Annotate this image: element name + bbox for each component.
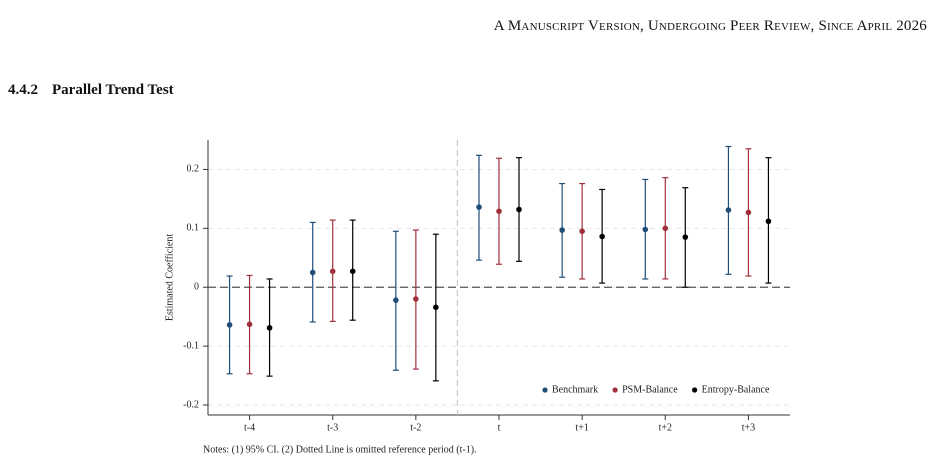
point [433,304,439,311]
legend-marker [612,387,618,393]
point [642,226,649,233]
point [349,268,356,275]
point [496,208,502,215]
legend-label: PSM-Balance [622,384,678,395]
legend-label: Benchmark [552,384,598,395]
point [682,234,689,240]
point [662,225,669,232]
point [579,228,585,235]
point [226,322,233,328]
y-axis-label: Estimated Coefficient [164,234,175,322]
y-tick-label: 0.2 [187,164,200,175]
x-tick-label: t+3 [742,422,755,433]
section-title: Parallel Trend Test [52,82,174,98]
running-head: A Manuscript Version, Undergoing Peer Re… [493,18,927,34]
point [725,207,732,213]
point [559,227,565,233]
x-tick-label: t-2 [410,422,421,433]
legend-marker [692,387,698,393]
y-tick-label: -0.2 [183,399,199,410]
legend-marker [542,387,548,393]
section-number: 4.4.2 [8,82,38,98]
y-tick-label: -0.1 [183,340,199,351]
x-tick-label: t+2 [659,422,672,433]
section-heading: 4.4.2 Parallel Trend Test [8,82,174,99]
legend-label: Entropy-Balance [702,384,770,395]
point [476,204,482,210]
y-tick-label: 0.1 [187,223,200,234]
point [516,206,522,213]
point [599,233,605,240]
y-tick-label: 0 [194,282,199,293]
point [246,321,253,328]
point [393,297,399,303]
x-tick-label: t-4 [244,422,255,433]
chart-note: Notes: (1) 95% CI. (2) Dotted Line is om… [203,444,477,455]
x-tick-label: t+1 [575,422,588,433]
point [745,209,752,216]
x-tick-label: t-3 [327,422,338,433]
point [413,296,419,302]
point [765,218,772,225]
point [329,268,336,275]
point [266,325,273,331]
point [309,269,316,276]
x-tick-label: t [498,422,501,433]
